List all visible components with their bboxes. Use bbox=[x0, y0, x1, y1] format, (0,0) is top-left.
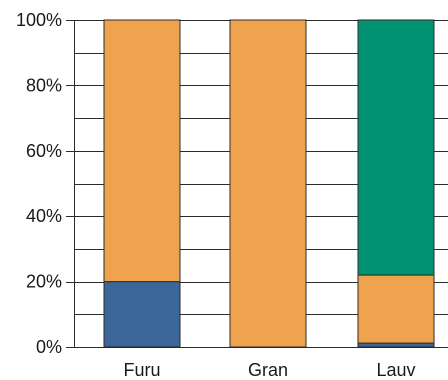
bar-segment bbox=[103, 19, 181, 283]
category-labels: Furu Gran Lauv bbox=[123, 360, 415, 380]
x-category-label: Gran bbox=[248, 360, 288, 380]
bar-segment bbox=[229, 19, 307, 348]
bar-segment bbox=[357, 274, 435, 344]
bar-segment bbox=[103, 281, 181, 348]
x-category-label: Lauv bbox=[376, 360, 415, 380]
bars bbox=[103, 19, 435, 348]
y-tick-label: 80% bbox=[26, 75, 62, 95]
y-tick-label: 20% bbox=[26, 272, 62, 292]
y-tick-label: 60% bbox=[26, 141, 62, 161]
y-tick-label: 40% bbox=[26, 206, 62, 226]
x-category-label: Furu bbox=[123, 360, 160, 380]
bar-segment bbox=[357, 19, 435, 276]
bar-segment bbox=[357, 342, 435, 348]
y-tick-label: 0% bbox=[36, 337, 62, 357]
y-tick-label: 100% bbox=[16, 10, 62, 30]
y-tick-labels: 0% 20% 40% 60% 80% 100% bbox=[16, 10, 62, 357]
